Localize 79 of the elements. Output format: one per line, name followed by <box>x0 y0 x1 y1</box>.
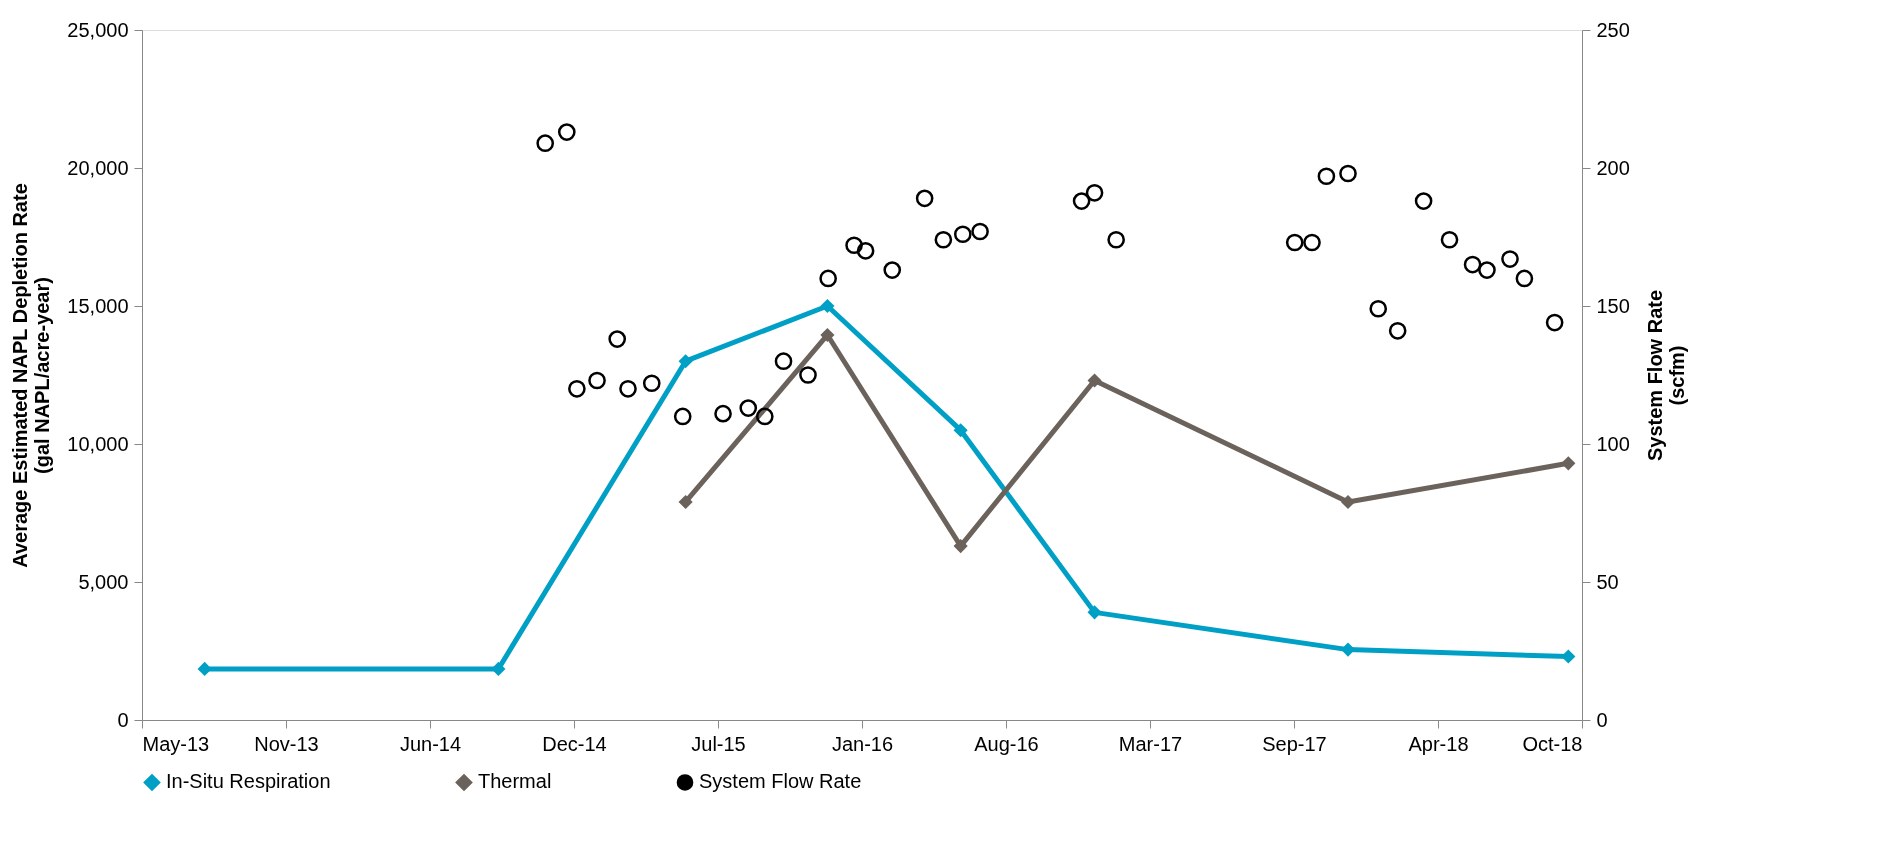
point <box>1087 373 1102 388</box>
x-tick-label: Aug-16 <box>974 732 1039 755</box>
point <box>856 241 875 260</box>
point <box>1303 233 1321 252</box>
point <box>739 399 758 417</box>
x-tick-label: Mar-17 <box>1118 732 1183 755</box>
point <box>1478 261 1496 279</box>
point <box>491 661 506 677</box>
point <box>1085 184 1104 202</box>
point <box>608 330 627 348</box>
point <box>1463 255 1482 274</box>
x-tick-label: Apr-18 <box>1408 732 1469 755</box>
y2-tick-label: 250 <box>1596 18 1630 41</box>
y-tick-label: 0 <box>117 708 129 731</box>
point <box>714 404 732 423</box>
y-axis-title: Average Estimated NAPL Depletion Rate (gal NAPL/acre-year) <box>9 183 54 568</box>
y2-tick-label: 100 <box>1596 432 1630 455</box>
point <box>678 494 693 510</box>
point <box>953 423 968 438</box>
point <box>678 354 693 369</box>
point <box>820 298 835 314</box>
point <box>1339 164 1357 183</box>
point <box>799 366 817 384</box>
point <box>845 236 863 255</box>
point <box>619 379 637 398</box>
point <box>1515 269 1534 288</box>
legend-label: Thermal <box>478 770 552 793</box>
point <box>1369 299 1388 318</box>
point <box>1072 192 1091 210</box>
point <box>1107 230 1125 249</box>
point <box>1440 230 1459 249</box>
point <box>1414 192 1433 210</box>
point <box>536 134 555 152</box>
y2-tick-label: 150 <box>1596 294 1630 317</box>
point <box>1317 167 1336 186</box>
y-tick-label: 20,000 <box>67 156 129 179</box>
point <box>1545 313 1564 332</box>
point <box>1501 250 1519 268</box>
x-tick-label: Oct-18 <box>1522 732 1583 755</box>
point <box>673 407 692 426</box>
point <box>197 661 212 677</box>
point <box>642 374 661 393</box>
point <box>820 327 835 343</box>
point <box>915 189 934 208</box>
point <box>1285 233 1304 252</box>
point <box>1561 456 1576 471</box>
point <box>953 225 972 244</box>
legend-label: In-Situ Respiration <box>166 770 331 793</box>
y-tick-label: 15,000 <box>67 294 129 317</box>
point <box>953 539 968 554</box>
x-tick-label: Jun-14 <box>399 732 462 755</box>
point <box>819 269 837 288</box>
y2-axis-title: System Flow Rate (scfm) <box>1643 289 1688 462</box>
point <box>1561 649 1576 664</box>
point <box>568 379 586 398</box>
legend-label: System Flow Rate <box>699 770 862 793</box>
point <box>1087 605 1102 620</box>
point <box>971 222 989 241</box>
point <box>1340 494 1356 510</box>
y2-tick-label: 50 <box>1596 570 1619 593</box>
point <box>588 371 606 390</box>
point <box>934 230 953 249</box>
y-tick-label: 5,000 <box>78 570 129 593</box>
point <box>557 123 576 141</box>
point <box>755 407 774 426</box>
y2-tick-label: 0 <box>1596 708 1608 731</box>
y-tick-label: 10,000 <box>67 432 129 455</box>
x-tick-label: Sep-17 <box>1262 732 1327 755</box>
point <box>883 261 902 279</box>
point <box>1340 642 1356 657</box>
y2-tick-label: 200 <box>1596 156 1630 179</box>
x-tick-label: Jul-15 <box>691 732 746 755</box>
y-tick-label: 25,000 <box>67 18 129 41</box>
x-tick-label: Dec-14 <box>542 732 607 755</box>
point <box>774 352 793 371</box>
point <box>1388 322 1407 340</box>
x-tick-label: Jan-16 <box>831 732 894 755</box>
x-tick-label: Nov-13 <box>254 732 319 755</box>
x-tick-label: May-13 <box>142 732 210 755</box>
